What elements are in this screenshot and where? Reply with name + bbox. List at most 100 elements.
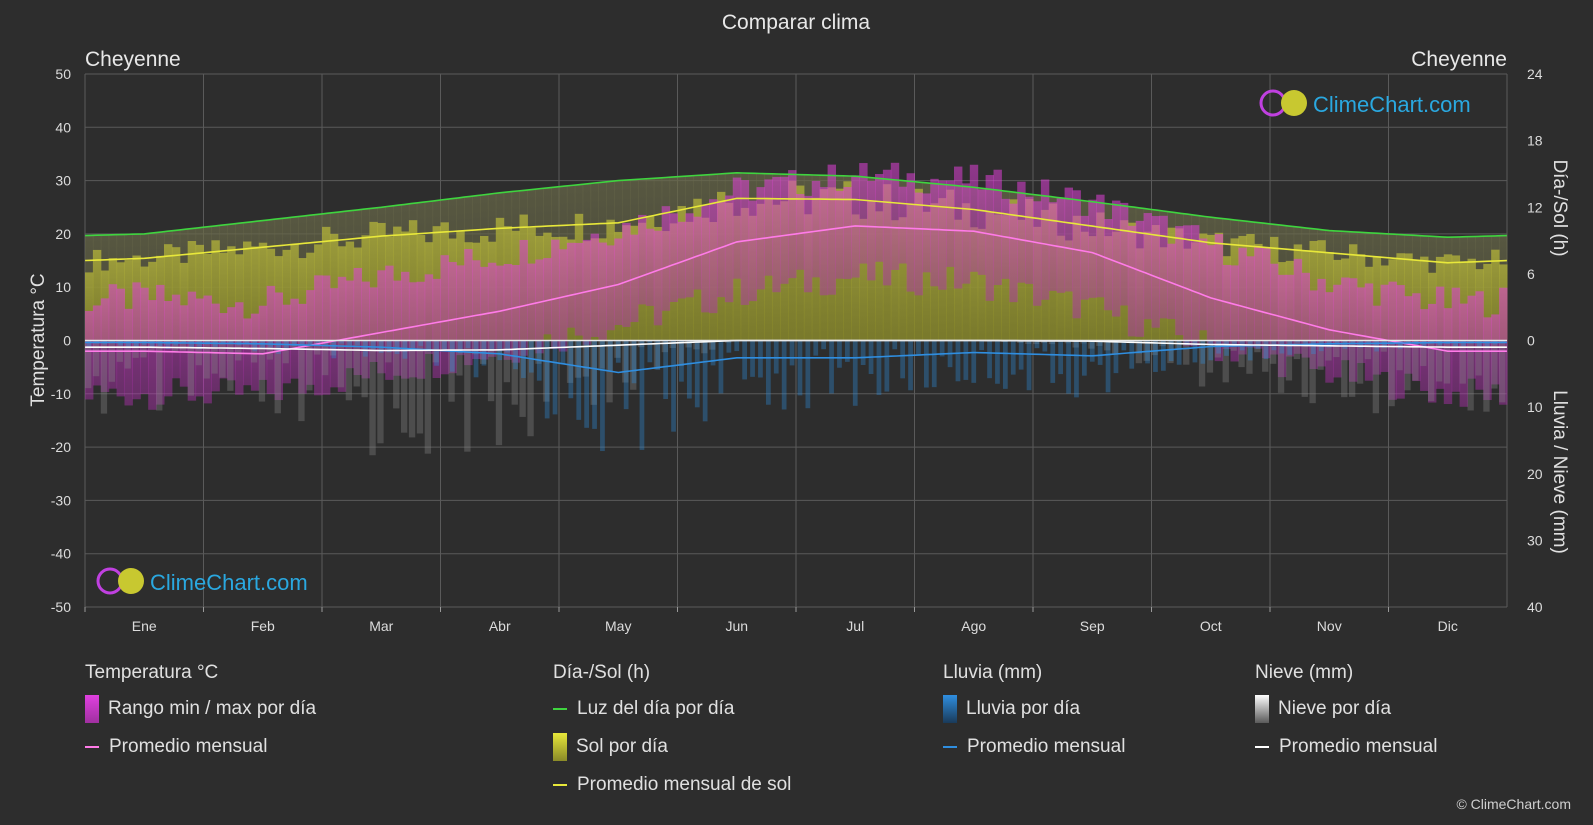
rain-bar — [434, 340, 439, 366]
snow-bar — [179, 340, 187, 351]
temp-range-bar — [1230, 265, 1239, 362]
rain-bar — [1137, 340, 1143, 354]
rain-bar — [607, 340, 613, 372]
rain-bar — [663, 340, 669, 400]
snow-bar — [235, 340, 242, 361]
rain-bar — [291, 340, 297, 346]
left-tick-label: 0 — [63, 333, 71, 349]
rain-bar — [197, 340, 202, 350]
rain-bar — [734, 340, 740, 352]
snow-bar — [329, 340, 337, 356]
snow-bar — [653, 340, 661, 370]
rain-bar — [1342, 340, 1348, 349]
legend-label: Luz del día por día — [577, 698, 735, 719]
legend-item-sunshine: Sol por día — [553, 728, 791, 766]
temp-range-bar — [274, 292, 283, 401]
snow-bar — [108, 340, 116, 382]
snow-bar — [543, 340, 550, 402]
rain-bar — [916, 340, 921, 356]
rain-bar — [971, 340, 977, 383]
snow-bar — [590, 340, 597, 405]
temp-range-bar — [337, 276, 347, 392]
temp-range-bar — [408, 282, 418, 378]
snow-bar — [124, 340, 131, 369]
month-axis-ticks: Ene Feb Mar Abr May Jun Jul Ago Sep Oct Nov Dic — [84, 607, 1458, 634]
legend-item-snow: Nieve por día — [1255, 690, 1437, 728]
rain-bar — [165, 340, 171, 350]
temp-range-bar — [740, 180, 750, 305]
snow-bar — [140, 340, 147, 358]
left-tick-label: -40 — [51, 546, 71, 562]
snow-bar — [685, 340, 692, 348]
temp-range-bar — [1270, 263, 1279, 355]
legend-item-temp-range: Rango min / max por día — [85, 690, 316, 728]
right-tick-label: 18 — [1527, 133, 1543, 149]
sunshine-bar — [187, 241, 197, 341]
temp-range-bar — [1167, 243, 1176, 320]
month-tick-label: Nov — [1317, 618, 1342, 634]
snow-avg-swatch — [1255, 746, 1269, 748]
rain-bar — [1295, 340, 1301, 343]
rain-bar — [1026, 340, 1032, 391]
rain-bar — [1429, 340, 1435, 343]
snow-bar — [1206, 340, 1214, 373]
rain-bar — [1176, 340, 1182, 365]
rain-bar — [1153, 340, 1158, 372]
rain-bar — [686, 340, 692, 399]
temp-range-bar — [717, 200, 726, 298]
rain-bar — [1050, 340, 1056, 383]
sunshine-bar — [1491, 249, 1500, 341]
temp-range-bar — [487, 262, 497, 357]
temp-range-bar — [906, 173, 915, 292]
temp-range-bar — [306, 290, 315, 385]
rain-bar — [987, 340, 992, 379]
sunshine-bar — [85, 272, 94, 341]
snow-bar — [85, 340, 92, 389]
snow-bar — [385, 340, 392, 363]
temp-range-bar — [748, 200, 757, 302]
rain-bar — [276, 340, 281, 354]
temp-range-bar — [314, 275, 323, 396]
temp-range-bar — [1412, 293, 1421, 382]
snow-bar — [701, 340, 708, 354]
snow-bar — [203, 340, 210, 379]
location-right: Cheyenne — [1411, 48, 1507, 71]
snow-bar — [424, 340, 432, 454]
rain-bar — [1113, 340, 1119, 374]
logo-bottom[interactable]: ClimeChart.com — [96, 567, 308, 595]
snow-bar — [1080, 340, 1087, 344]
temp-range-bar — [1238, 247, 1247, 355]
rain-bar — [252, 340, 258, 352]
snow-bar — [511, 340, 518, 405]
temp-range-bar — [1088, 199, 1097, 298]
rain-bar — [623, 340, 629, 410]
snow-bar — [211, 340, 218, 374]
month-tick-label: Sep — [1080, 618, 1105, 634]
snow-bar — [1459, 340, 1466, 384]
rain-bar — [908, 340, 913, 391]
snow-bar — [1222, 340, 1229, 383]
right-axis-label-top: Día-/Sol (h) — [1549, 159, 1570, 256]
temp-range-bar — [258, 305, 268, 380]
temp-range-bar — [1198, 238, 1208, 331]
snow-bar — [416, 340, 424, 434]
temp-range-bar — [1317, 278, 1326, 367]
rain-bar — [465, 340, 471, 349]
rain-bar — [489, 340, 495, 351]
snow-bar — [1143, 340, 1150, 361]
temp-range-bar — [1191, 225, 1200, 347]
rain-bar — [1192, 340, 1198, 363]
rain-bar — [655, 340, 661, 370]
temp-range-bar — [164, 301, 173, 397]
sun-avg-line — [85, 197, 1507, 264]
rain-bar — [1279, 340, 1285, 354]
sunshine-bar — [408, 220, 418, 341]
temp-range-bar — [1001, 198, 1010, 279]
logo-top[interactable]: ClimeChart.com — [1259, 89, 1471, 117]
month-tick-label: Ago — [961, 618, 986, 634]
month-tick-label: Mar — [369, 618, 393, 634]
temp-range-bar — [243, 318, 252, 386]
temp-range-bar — [1056, 198, 1066, 293]
sunshine-bar — [1372, 256, 1382, 341]
right-tick-label: 20 — [1527, 466, 1543, 482]
